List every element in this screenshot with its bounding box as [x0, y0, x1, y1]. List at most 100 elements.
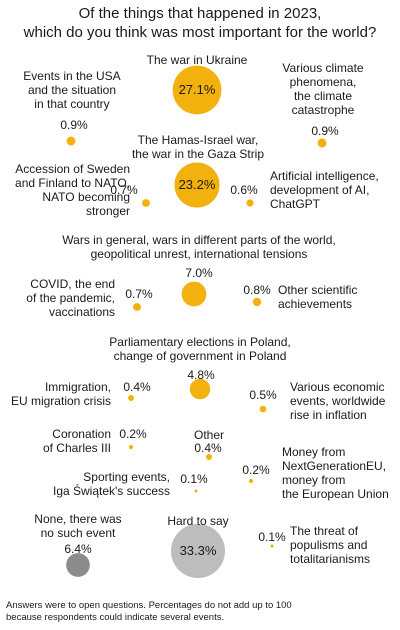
value-ai: 0.6%	[230, 183, 258, 197]
label-coronation: Coronation of Charles III	[43, 427, 111, 455]
label-line: the war in the Gaza Strip	[131, 147, 265, 161]
label-line: COVID, the end	[30, 277, 115, 291]
value-coronation: 0.2%	[119, 427, 147, 441]
label-scientific: Other scientific achievements	[278, 283, 357, 311]
bubble-chart	[66, 65, 327, 578]
value-events-usa: 0.9%	[60, 118, 88, 132]
label-covid: COVID, the end of the pandemic, vaccinatio…	[26, 277, 115, 319]
value-hamas-israel: 23.2%	[178, 177, 216, 192]
label-line: Various climate	[282, 61, 364, 75]
label-war-ukraine: The war in Ukraine	[147, 53, 248, 67]
bubble-next-gen-eu	[248, 478, 254, 484]
label-line: change of government in Poland	[113, 349, 287, 363]
label-line: Various economic	[290, 380, 385, 394]
label-wars-general: Wars in general, wars in different parts…	[62, 233, 335, 261]
label-populisms: The threat of populisms and totalitarianis…	[290, 524, 370, 566]
bubble-sporting	[194, 489, 198, 493]
bubble-events-usa	[66, 136, 76, 146]
value-war-ukraine: 27.1%	[178, 82, 216, 97]
label-line: and Finland to NATO,	[15, 176, 130, 190]
label-other: Other	[194, 428, 224, 442]
bubble-none	[66, 553, 90, 577]
label-line: Hard to say	[167, 514, 229, 528]
bubble-coronation	[128, 444, 134, 450]
label-nato: Accession of Sweden and Finland to NATO, N…	[15, 162, 130, 218]
label-line: None, there was	[34, 512, 122, 526]
bubble-hamas-israel	[174, 162, 220, 208]
label-line: of the pandemic,	[26, 291, 115, 305]
bubble-populisms	[270, 544, 274, 548]
value-hard-to-say: 33.3%	[179, 543, 217, 558]
chart-title-line: Of the things that happened in 2023,	[78, 5, 322, 22]
label-ai: Artificial intelligence, development of A…	[270, 169, 379, 211]
label-line: Sporting events,	[83, 470, 170, 484]
label-line: EU migration crisis	[10, 394, 111, 408]
label-line: NextGenerationEU,	[282, 459, 387, 473]
label-line: achievements	[278, 297, 353, 311]
label-line: The war in Ukraine	[146, 53, 248, 67]
label-line: no such event	[40, 526, 116, 540]
bubble-scientific	[252, 297, 262, 307]
value-sporting: 0.1%	[180, 472, 208, 486]
chart-title-line: which do you think was most important fo…	[23, 24, 377, 41]
bubble-nato	[142, 199, 150, 207]
label-line: Other	[193, 428, 225, 442]
label-line: Events in the USA	[23, 69, 121, 83]
label-line: Iga Świątek's success	[52, 484, 170, 498]
label-economic: Various economic events, worldwide rise in…	[290, 380, 385, 422]
label-line: of Charles III	[42, 441, 111, 455]
footnote: Answers were to open questions. Percenta…	[6, 600, 292, 624]
label-immigration: Immigration, EU migration crisis	[11, 380, 111, 408]
bubble-war-ukraine	[172, 65, 222, 115]
value-other: 0.4%	[194, 441, 222, 455]
label-line: populisms and	[290, 538, 368, 552]
value-economic: 0.5%	[249, 388, 277, 402]
label-line: events, worldwide	[290, 394, 386, 408]
label-line: Immigration,	[44, 380, 111, 394]
value-climate: 0.9%	[311, 124, 339, 138]
label-line: The threat of	[290, 524, 359, 538]
bubble-ai	[246, 199, 254, 207]
label-hard-to-say: Hard to say	[167, 514, 228, 528]
footnote-line: Answers were to open questions. Percenta…	[6, 600, 292, 611]
value-populisms: 0.1%	[258, 530, 286, 544]
label-climate: Various climate phenomena, the climate cata…	[282, 61, 363, 117]
bubble-hard-to-say	[171, 524, 225, 578]
label-next-gen-eu: Money from NextGenerationEU, money from the…	[282, 445, 389, 501]
label-line: the climate	[293, 89, 353, 103]
label-line: money from	[282, 473, 346, 487]
value-next-gen-eu: 0.2%	[242, 463, 270, 477]
label-line: totalitarianisms	[290, 552, 371, 566]
label-line: the European Union	[282, 487, 389, 501]
value-wars-general: 7.0%	[185, 266, 213, 280]
label-line: The Hamas-Israel war,	[137, 133, 259, 147]
label-line: vaccinations	[48, 305, 115, 319]
bubble-wars-general	[181, 281, 207, 307]
label-line: in that country	[34, 97, 110, 111]
label-line: Accession of Sweden	[15, 162, 130, 176]
value-scientific: 0.8%	[243, 283, 271, 297]
chart-title: Of the things that happened in 2023, whi…	[0, 4, 400, 42]
label-hamas-israel: The Hamas-Israel war, the war in the Gaza…	[132, 133, 264, 161]
bubble-economic	[259, 405, 267, 413]
label-line: Money from	[282, 445, 346, 459]
value-elections-poland: 4.8%	[187, 368, 215, 382]
label-line: rise in inflation	[290, 408, 367, 422]
bubble-covid	[133, 303, 141, 311]
label-line: Parliamentary elections in Poland,	[109, 335, 291, 349]
label-elections-poland: Parliamentary elections in Poland, change…	[109, 335, 290, 363]
label-sporting: Sporting events, Iga Świątek's success	[53, 470, 170, 498]
label-line: Other scientific	[278, 283, 358, 297]
bubble-immigration	[128, 395, 134, 401]
bubble-climate	[317, 138, 327, 148]
label-line: Wars in general, wars in different parts…	[62, 233, 336, 247]
label-line: phenomena,	[289, 75, 357, 89]
label-line: development of AI,	[270, 183, 370, 197]
label-events-usa: Events in the USA and the situation in tha…	[23, 69, 120, 111]
label-none: None, there was no such event	[34, 512, 121, 540]
label-line: and the situation	[27, 83, 117, 97]
label-line: geopolitical unrest, international tensi…	[90, 247, 308, 261]
label-line: Coronation	[52, 427, 111, 441]
label-line: NATO becoming	[42, 190, 130, 204]
label-line: Artificial intelligence,	[270, 169, 379, 183]
